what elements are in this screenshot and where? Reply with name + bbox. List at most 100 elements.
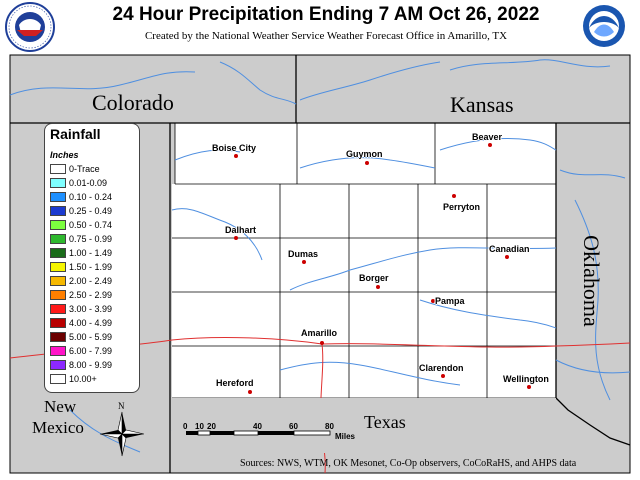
legend-label: 0.01-0.09 xyxy=(69,178,108,188)
scale-tick-10: 10 xyxy=(195,422,204,431)
city-label-wellington: Wellington xyxy=(503,374,549,384)
legend-label: 6.00 - 7.99 xyxy=(69,346,113,356)
scale-tick-60: 60 xyxy=(289,422,298,431)
city-dot-perryton xyxy=(452,194,456,198)
city-label-dumas: Dumas xyxy=(288,249,319,259)
legend-label: 1.00 - 1.49 xyxy=(69,248,113,258)
legend-swatch xyxy=(50,248,66,258)
legend-label: 3.00 - 3.99 xyxy=(69,304,113,314)
legend-swatch xyxy=(50,332,66,342)
noaa-logo xyxy=(583,5,625,47)
legend-item: 1.00 - 1.49 xyxy=(50,247,112,259)
legend-label: 10.00+ xyxy=(69,374,97,384)
state-label-texas: Texas xyxy=(364,412,406,432)
legend-swatch xyxy=(50,276,66,286)
city-dot-canadian xyxy=(505,255,509,259)
legend-swatch xyxy=(50,262,66,272)
legend-swatch xyxy=(50,304,66,314)
legend-swatch xyxy=(50,234,66,244)
compass-rose xyxy=(99,411,145,457)
legend-item: 8.00 - 9.99 xyxy=(50,359,112,371)
legend-item: 0.01-0.09 xyxy=(50,177,107,189)
scale-bar xyxy=(186,430,331,436)
legend-item: 2.50 - 2.99 xyxy=(50,289,112,301)
legend-swatch xyxy=(50,374,66,384)
city-label-dalhart: Dalhart xyxy=(225,225,257,235)
city-dot-dalhart xyxy=(234,236,238,240)
city-dot-guymon xyxy=(365,161,369,165)
legend-label: 1.50 - 1.99 xyxy=(69,262,113,272)
legend-label: 0.75 - 0.99 xyxy=(69,234,113,244)
city-dot-borger xyxy=(376,285,380,289)
legend-label: 8.00 - 9.99 xyxy=(69,360,113,370)
scale-area xyxy=(172,398,556,453)
compass-north-label: N xyxy=(118,401,125,411)
legend-item: 0.10 - 0.24 xyxy=(50,191,112,203)
scale-tick-20: 20 xyxy=(207,422,216,431)
legend-swatch xyxy=(50,164,66,174)
scale-tick-80: 80 xyxy=(325,422,334,431)
scale-tick-40: 40 xyxy=(253,422,262,431)
legend-swatch xyxy=(50,318,66,328)
city-dot-boise-city xyxy=(234,154,238,158)
city-label-perryton: Perryton xyxy=(443,202,481,212)
legend-item: 0.25 - 0.49 xyxy=(50,205,112,217)
legend-label: 0.50 - 0.74 xyxy=(69,220,113,230)
city-label-borger: Borger xyxy=(359,273,389,283)
city-label-amarillo: Amarillo xyxy=(301,328,338,338)
state-label-kansas: Kansas xyxy=(450,92,514,117)
rainfall-legend: Rainfall Inches 0-Trace 0.01-0.09 0.10 - 0… xyxy=(44,123,140,393)
legend-label: 0.25 - 0.49 xyxy=(69,206,113,216)
legend-swatch xyxy=(50,192,66,202)
map-title: 24 Hour Precipitation Ending 7 AM Oct 26… xyxy=(112,4,540,25)
legend-item: 1.50 - 1.99 xyxy=(50,261,112,273)
legend-label: 5.00 - 5.99 xyxy=(69,332,113,342)
legend-label: 4.00 - 4.99 xyxy=(69,318,113,328)
city-label-hereford: Hereford xyxy=(216,378,254,388)
city-dot-wellington xyxy=(527,385,531,389)
city-label-pampa: Pampa xyxy=(435,296,465,306)
legend-item: 4.00 - 4.99 xyxy=(50,317,112,329)
state-label-new-mexico-line1: New xyxy=(44,397,77,416)
legend-label: 0.10 - 0.24 xyxy=(69,192,113,202)
legend-item: 3.00 - 3.99 xyxy=(50,303,112,315)
legend-item: 6.00 - 7.99 xyxy=(50,345,112,357)
legend-item: 0.75 - 0.99 xyxy=(50,233,112,245)
legend-units: Inches xyxy=(50,150,79,160)
city-label-canadian: Canadian xyxy=(489,244,530,254)
map-subtitle: Created by the National Weather Service … xyxy=(144,30,508,42)
city-label-beaver: Beaver xyxy=(472,132,503,142)
cwa-area xyxy=(172,123,556,398)
city-dot-hereford xyxy=(248,390,252,394)
city-dot-amarillo xyxy=(320,341,324,345)
legend-swatch xyxy=(50,360,66,370)
legend-item: 0-Trace xyxy=(50,163,100,175)
legend-item: 10.00+ xyxy=(50,373,97,385)
legend-label: 0-Trace xyxy=(69,164,100,174)
city-label-clarendon: Clarendon xyxy=(419,363,464,373)
city-dot-beaver xyxy=(488,143,492,147)
legend-swatch xyxy=(50,178,66,188)
city-dot-dumas xyxy=(302,260,306,264)
legend-swatch xyxy=(50,346,66,356)
legend-label: 2.00 - 2.49 xyxy=(69,276,113,286)
legend-item: 5.00 - 5.99 xyxy=(50,331,112,343)
city-label-guymon: Guymon xyxy=(346,149,383,159)
legend-swatch xyxy=(50,290,66,300)
legend-swatch xyxy=(50,206,66,216)
state-label-colorado: Colorado xyxy=(92,90,174,115)
city-dot-pampa xyxy=(431,299,435,303)
legend-swatch xyxy=(50,220,66,230)
nws-logo xyxy=(5,2,55,52)
city-label-boise-city: Boise City xyxy=(212,143,257,153)
city-dot-clarendon xyxy=(441,374,445,378)
legend-item: 0.50 - 0.74 xyxy=(50,219,112,231)
state-label-new-mexico-line2: Mexico xyxy=(32,418,84,437)
legend-label: 2.50 - 2.99 xyxy=(69,290,113,300)
sources-note: Sources: NWS, WTM, OK Mesonet, Co-Op obs… xyxy=(240,458,577,469)
legend-item: 2.00 - 2.49 xyxy=(50,275,112,287)
legend-title: Rainfall xyxy=(50,126,101,142)
city-markers xyxy=(234,143,531,394)
